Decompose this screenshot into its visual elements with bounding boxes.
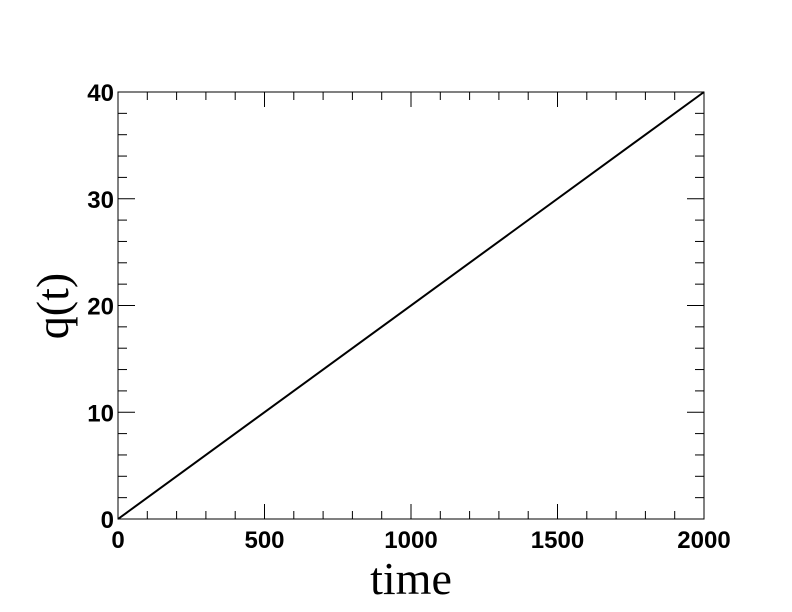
x-tick-label: 1000 [384,527,437,554]
y-tick-label: 40 [87,80,114,107]
data-line [117,91,705,520]
y-axis-label: q(t) [27,273,78,339]
x-tick-label: 2000 [677,527,730,554]
x-tick-label: 0 [111,527,124,554]
y-tick-label: 30 [87,187,114,214]
y-tick-label: 0 [101,507,114,534]
x-tick-label: 1500 [531,527,584,554]
x-tick-label: 500 [244,527,284,554]
y-tick-label: 10 [87,400,114,427]
y-tick-label: 20 [87,294,114,321]
x-axis-label: time [370,553,452,604]
